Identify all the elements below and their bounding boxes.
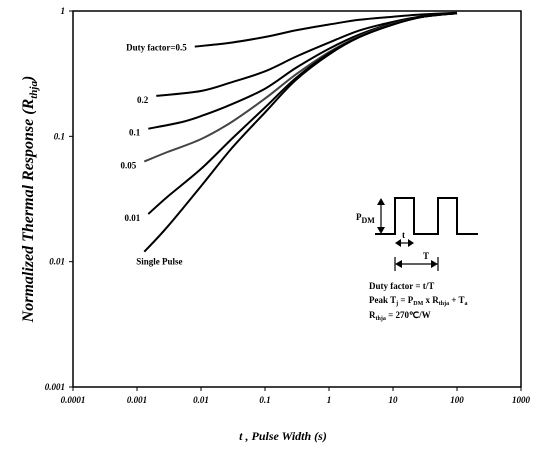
pdm-arrow-down-head [377,227,385,234]
rth-a: R [369,310,376,320]
series-line-0 [194,11,458,48]
T-label: T [423,251,429,261]
x-tick-label: 10 [389,395,399,405]
series-label-0: Duty factor=0.5 [126,43,187,53]
peak-c-sub: thja [439,301,449,307]
pdm-label: PDM [356,212,375,225]
series-label-4: 0.01 [125,213,141,223]
t-arrow-left-head [395,239,401,247]
peak-b-sub: DM [413,301,423,307]
series-label-5: Single Pulse [136,257,182,267]
t-arrow-right-head [408,239,414,247]
y-axis-ticks: 0.001 0.01 0.1 1 [45,6,73,392]
x-tick-label: 0.0001 [61,395,86,405]
x-tick-label: 0.01 [193,395,209,405]
y-axis-title-end: ) [20,76,37,83]
peak-d: + T [449,295,464,305]
y-axis-title-main: Normalized Thermal Response (R [20,98,37,323]
series-line-1 [156,12,458,97]
series-label-2: 0.1 [129,128,141,138]
T-arrow-left-head [395,260,402,268]
peak-c: x R [423,295,439,305]
series-label-1: 0.2 [137,95,149,105]
y-axis-title: Normalized Thermal Response (Rthja) [20,76,40,324]
x-axis-ticks: 0.0001 0.001 0.01 0.1 1 10 100 1000 [61,387,531,405]
x-axis-title: t , Pulse Width (s) [239,429,327,443]
x-tick-label: 0.001 [127,395,147,405]
peak-a: Peak T [369,295,396,305]
x-tick-label: 100 [450,395,464,405]
pulse-diagram: PDM t T [356,197,478,271]
y-tick-label: 0.01 [49,257,65,267]
pdm-arrow-up-head [377,198,385,205]
peak-temperature-formula: Peak Tj = PDM x Rthja + Ta [369,295,468,307]
peak-d-sub: a [465,301,468,307]
peak-a-sub: j [395,301,398,307]
t-label: t [402,230,405,240]
series-line-2 [148,12,458,130]
series-lines [143,11,458,253]
thermal-resistance-value: Rthja = 270℃/W [369,310,431,322]
series-labels: Duty factor=0.5 0.2 0.1 0.05 0.01 Single Puls… [121,43,188,267]
y-axis-title-sub: thja [28,81,40,99]
x-tick-label: 0.1 [259,395,270,405]
pulse-waveform [375,197,478,235]
rth-b: = 270℃/W [386,310,431,320]
y-tick-label: 1 [61,6,66,16]
series-label-3: 0.05 [121,160,137,170]
peak-b: = P [398,295,414,305]
x-tick-label: 1 [327,395,332,405]
T-arrow-right-head [431,260,438,268]
y-tick-label: 0.1 [54,131,65,141]
series-line-3 [143,12,458,163]
pdm-label-sub: DM [362,216,376,225]
y-tick-label: 0.001 [45,382,65,392]
x-tick-label: 1000 [512,395,531,405]
rth-a-sub: thja [376,316,386,322]
duty-factor-formula: Duty factor = t/T [369,281,434,291]
plot-area-frame [72,10,522,388]
series-line-4 [147,12,458,215]
series-line-5 [143,12,458,253]
pdm-label-main: P [356,212,362,222]
